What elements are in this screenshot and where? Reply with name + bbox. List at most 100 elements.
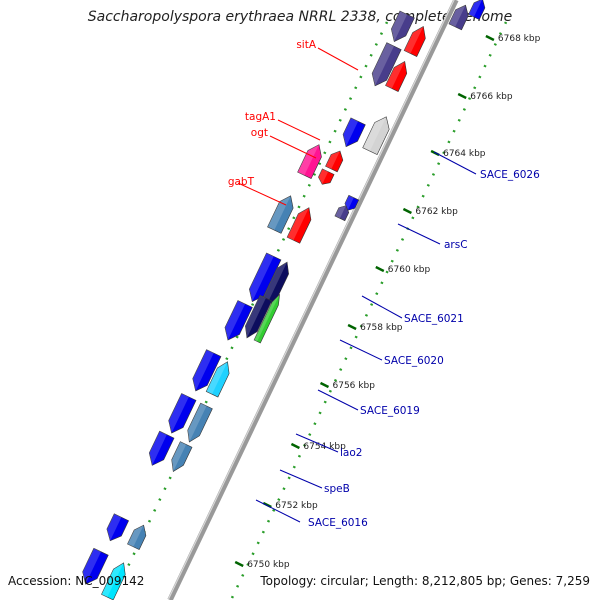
gene-arrow-highlight xyxy=(287,207,309,241)
gene-arrow-shape xyxy=(325,150,344,173)
gene-arrow[interactable] xyxy=(334,203,351,222)
tick-label: 6752 kbp xyxy=(275,501,318,511)
gene-arrow-highlight xyxy=(344,195,354,211)
gene-arrow[interactable] xyxy=(368,42,402,90)
leader-line xyxy=(361,295,403,319)
gene-arrow-shape xyxy=(192,349,222,392)
gene-arrow[interactable] xyxy=(188,349,222,395)
gene-arrow-highlight xyxy=(101,562,124,598)
gene-arrow-highlight xyxy=(149,431,167,466)
gene-arrow-highlight xyxy=(254,294,280,342)
leader-line xyxy=(339,339,383,361)
tick-label: 6756 kbp xyxy=(333,381,376,391)
gene-arrow-shape xyxy=(391,10,415,42)
gene-arrow[interactable] xyxy=(205,359,233,398)
tick-label: 6758 kbp xyxy=(360,323,403,333)
gene-label[interactable]: lao2 xyxy=(340,447,362,459)
gene-arrow[interactable] xyxy=(403,23,430,57)
gene-features xyxy=(78,0,487,600)
gene-arrow-highlight xyxy=(168,393,189,434)
gene-arrow-shape xyxy=(362,116,390,155)
gene-arrow-shape xyxy=(297,144,322,179)
gene-arrow[interactable] xyxy=(241,294,273,340)
gene-arrow-highlight xyxy=(249,252,274,302)
leader-line xyxy=(269,135,317,159)
gene-arrow[interactable] xyxy=(316,168,335,187)
gene-arrow[interactable] xyxy=(385,58,412,92)
tick-mark xyxy=(262,501,272,509)
gene-arrow-highlight xyxy=(297,144,320,176)
gene-arrow[interactable] xyxy=(78,547,109,587)
gene-label[interactable]: SACE_6016 xyxy=(308,517,368,529)
gene-label[interactable]: SACE_6026 xyxy=(480,169,540,181)
tick-mark xyxy=(375,265,385,273)
gene-arrow-highlight xyxy=(224,300,246,341)
gene-arrow[interactable] xyxy=(103,513,130,544)
gene-arrow[interactable] xyxy=(245,252,282,305)
gene-arrow[interactable] xyxy=(325,148,346,173)
gene-label[interactable]: SACE_6020 xyxy=(384,355,444,367)
gene-arrow-highlight xyxy=(82,548,102,585)
gene-label[interactable]: gabT xyxy=(228,176,255,188)
gene-arrow-highlight xyxy=(127,525,144,547)
gene-arrow-shape xyxy=(127,524,147,551)
accession-label: Accession: NC_009142 xyxy=(8,574,145,588)
gene-labels: sitA tagA1 ogt gabT SACE_6026 arsC SACE_6021 SA… xyxy=(228,39,540,529)
gene-arrow-shape xyxy=(385,60,408,92)
gene-arrow[interactable] xyxy=(164,393,197,437)
leader-line xyxy=(317,47,359,71)
gene-arrow-shape xyxy=(187,402,213,443)
gene-arrow[interactable] xyxy=(339,117,366,150)
tick-label: 6754 kbp xyxy=(303,442,346,452)
tick-mark xyxy=(319,381,330,389)
gene-arrow-shape xyxy=(224,300,253,341)
gene-label[interactable]: arsC xyxy=(444,239,468,251)
gene-arrow[interactable] xyxy=(343,194,360,212)
gene-label[interactable]: tagA1 xyxy=(245,111,276,123)
gene-arrow-highlight xyxy=(334,205,346,219)
gene-arrow-shape xyxy=(286,207,312,244)
gene-arrow[interactable] xyxy=(221,300,253,344)
tick-label: 6760 kbp xyxy=(388,265,431,275)
gene-arrow-shape xyxy=(403,25,426,57)
tick-mark xyxy=(457,92,467,100)
gene-arrow-highlight xyxy=(318,168,329,185)
gene-arrow[interactable] xyxy=(145,430,175,469)
gene-arrow[interactable] xyxy=(297,141,326,179)
gene-arrow[interactable] xyxy=(362,113,394,155)
gene-arrow[interactable] xyxy=(167,441,193,475)
tick-label: 6762 kbp xyxy=(415,207,458,217)
gene-arrow-shape xyxy=(334,205,350,222)
gene-arrow[interactable] xyxy=(101,560,129,600)
gene-arrow[interactable] xyxy=(468,0,487,21)
tick-mark xyxy=(347,323,357,331)
gene-arrow-highlight xyxy=(262,262,288,302)
gene-label[interactable]: SACE_6021 xyxy=(404,313,464,325)
gene-arrow[interactable] xyxy=(183,402,213,445)
gene-arrow-shape xyxy=(371,42,402,87)
gene-arrow[interactable] xyxy=(387,10,415,45)
gene-arrow-highlight xyxy=(343,117,359,147)
gene-arrow[interactable] xyxy=(448,2,472,31)
leader-line xyxy=(279,469,323,489)
gene-arrow-highlight xyxy=(206,361,228,395)
tick-label: 6764 kbp xyxy=(443,149,486,159)
gene-arrow-highlight xyxy=(404,26,424,54)
gene-arrow-highlight xyxy=(372,42,394,86)
leader-line xyxy=(255,499,301,523)
gene-arrow-shape xyxy=(318,168,335,185)
gene-label[interactable]: speB xyxy=(324,483,350,495)
gene-arrow-highlight xyxy=(468,0,483,18)
gene-arrow[interactable] xyxy=(286,205,315,244)
gene-label[interactable]: ogt xyxy=(251,127,268,139)
gene-arrow-highlight xyxy=(448,5,466,27)
gene-arrow-shape xyxy=(101,562,126,600)
gene-arrow[interactable] xyxy=(127,522,149,551)
gene-label[interactable]: sitA xyxy=(296,39,317,51)
leader-line xyxy=(295,433,339,453)
gene-arrow[interactable] xyxy=(253,293,283,344)
gene-label[interactable]: SACE_6019 xyxy=(360,405,420,417)
gene-arrow-highlight xyxy=(245,295,266,338)
gene-arrow-shape xyxy=(106,513,130,542)
